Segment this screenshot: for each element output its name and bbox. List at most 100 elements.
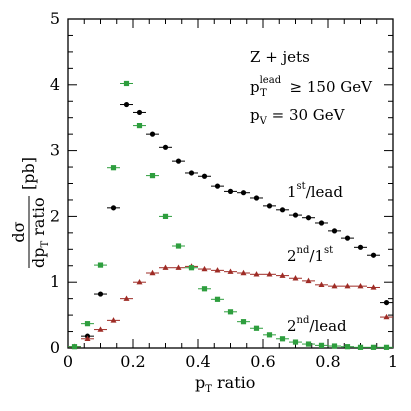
y-tick-label: 2 [50, 206, 60, 225]
data-point [383, 299, 390, 306]
data-point [357, 244, 364, 250]
data-point [110, 205, 117, 211]
series-0 [81, 101, 393, 339]
data-point [201, 286, 208, 292]
data-point [97, 291, 104, 297]
data-point [331, 228, 338, 234]
data-point [370, 344, 377, 350]
data-point [162, 144, 169, 150]
y-axis-denominator: dpT ratio [29, 197, 51, 268]
data-point [253, 271, 260, 277]
x-tick-label: 0.4 [185, 352, 210, 371]
data-point [383, 344, 390, 350]
data-point [214, 183, 221, 189]
data-point [370, 252, 377, 258]
data-point [84, 335, 91, 341]
data-point [214, 267, 221, 273]
data-point [266, 332, 273, 338]
data-point [292, 275, 299, 281]
data-point [227, 309, 234, 315]
data-point [305, 215, 312, 221]
data-point [292, 212, 299, 218]
data-point [71, 344, 78, 350]
x-tick-label: 0 [63, 352, 73, 371]
data-point [123, 80, 130, 87]
axis-ticks [67, 18, 394, 349]
data-point [266, 203, 273, 209]
data-point [175, 158, 182, 164]
data-point [279, 336, 286, 342]
y-axis-unit: [pb] [19, 157, 38, 190]
y-axis-numerator: dσ [9, 221, 28, 242]
x-tick-label: 0.2 [120, 352, 145, 371]
data-point [344, 344, 351, 350]
data-point [344, 235, 351, 241]
data-point [253, 325, 260, 331]
data-point [240, 319, 247, 325]
data-point [188, 170, 195, 176]
data-point [149, 131, 156, 137]
data-point [357, 344, 364, 350]
data-point [201, 173, 208, 179]
tick-labels: 0 0.2 0.4 0.6 0.8 1 0 1 2 3 4 5 [50, 9, 398, 371]
data-point [123, 101, 130, 108]
data-point [318, 342, 325, 348]
data-point [149, 173, 156, 179]
data-point [292, 339, 299, 345]
data-point [357, 282, 364, 289]
y-tick-label: 5 [50, 9, 60, 28]
data-point [110, 317, 117, 323]
y-tick-label: 1 [50, 272, 60, 291]
series-1 [68, 263, 393, 349]
data-point [162, 213, 169, 219]
y-axis-title: dσ dpT ratio [pb] [9, 157, 51, 268]
y-tick-label: 0 [50, 338, 60, 357]
x-tick-label: 0.6 [250, 352, 275, 371]
data-point [331, 282, 338, 289]
x-tick-label: 0.8 [315, 352, 340, 371]
data-point [240, 190, 247, 196]
data-point [175, 264, 182, 270]
data-point [97, 262, 104, 268]
data-point [266, 271, 273, 277]
series-label-2nd-lead: 2nd/lead [287, 315, 347, 335]
data-point [175, 243, 182, 249]
y-tick-label: 4 [50, 75, 60, 94]
data-point [305, 277, 312, 284]
data-point [318, 281, 325, 288]
data-point [305, 341, 312, 347]
data-point [279, 272, 286, 278]
data-point [188, 265, 195, 271]
info-line-3: pV = 30 GeV [250, 106, 346, 127]
data-point [162, 264, 169, 270]
data-point [370, 284, 377, 290]
data-point [97, 326, 104, 332]
data-point [331, 343, 338, 349]
series-label-2nd-1st: 2nd/1st [287, 245, 333, 265]
data-point [110, 165, 117, 171]
data-point [136, 122, 143, 129]
data-point [227, 188, 234, 194]
x-axis-title: pT ratio [195, 373, 255, 395]
data-point [123, 295, 130, 301]
data-point [227, 268, 234, 274]
data-point [344, 282, 351, 289]
data-point [84, 321, 91, 327]
data-point [149, 269, 156, 276]
data-point [136, 279, 143, 285]
info-line-1: Z + jets [250, 48, 310, 66]
data-point [318, 220, 325, 226]
data-point [201, 265, 208, 272]
data-point [214, 296, 221, 302]
data-point [136, 109, 143, 116]
series-2 [68, 80, 393, 350]
plot-frame [67, 18, 394, 349]
series-label-1st-lead: 1st/lead [287, 181, 343, 201]
y-tick-label: 3 [50, 141, 60, 160]
data-point [383, 313, 390, 320]
data-point [279, 207, 286, 213]
x-tick-label: 1 [388, 352, 398, 371]
data-point [253, 195, 260, 201]
info-line-2: plead T ≥ 150 GeV [250, 75, 373, 99]
